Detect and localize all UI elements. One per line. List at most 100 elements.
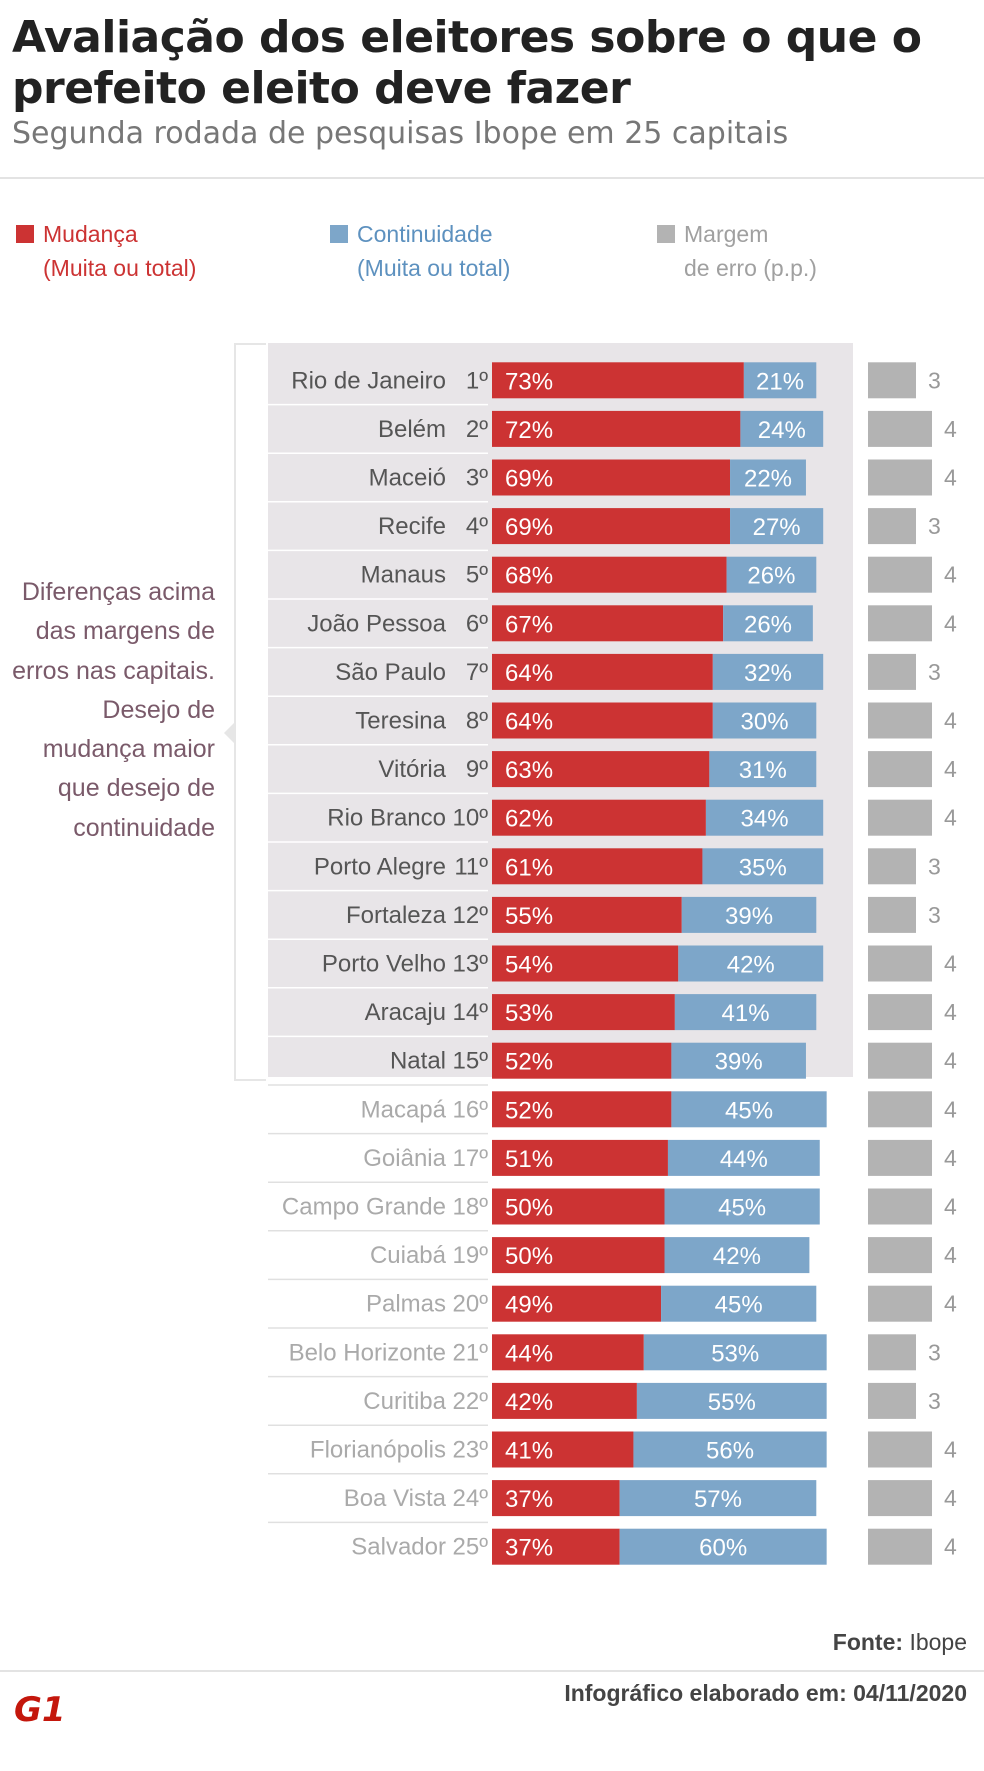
bar-continuidade [619,1480,817,1517]
bar-continuidade [678,945,824,982]
rank-label: 15º [453,1048,489,1075]
rank-label: 11º [454,853,488,880]
city-label: João Pessoa [307,610,446,637]
bar-mudanca [492,1237,665,1274]
bar-continuidade [661,1285,817,1322]
bar-margem [868,459,932,496]
rank-label: 4º [466,513,488,540]
bar-continuidade [671,1042,806,1079]
continuidade-value-label: 44% [720,1146,768,1173]
legend-continuidade-label: Continuidade [357,221,493,247]
city-label: Salvador [351,1534,446,1561]
bar-continuidade [636,1382,827,1419]
top-divider [0,177,984,179]
rank-label: 18º [453,1194,489,1221]
city-label: Boa Vista [344,1485,447,1512]
mudanca-value-label: 49% [505,1292,553,1319]
mudanca-value-label: 62% [505,806,553,833]
rank-label: 21º [453,1339,489,1366]
rank-label: 12º [453,902,489,929]
bar-margem [868,1139,932,1176]
city-label: Campo Grande [282,1194,446,1221]
margem-value-label: 3 [928,659,941,685]
margem-value-label: 4 [944,805,957,831]
mudanca-value-label: 37% [505,1486,553,1513]
continuidade-value-label: 26% [744,611,792,638]
continuidade-value-label: 56% [706,1438,754,1465]
rank-label: 24º [453,1485,489,1512]
mudanca-value-label: 61% [505,854,553,881]
city-label: Belém [378,416,446,443]
bar-margem [868,994,932,1031]
highlight-bracket [234,343,266,1081]
rank-label: 8º [466,708,488,735]
legend-continuidade-swatch [330,225,348,243]
city-label: Macapá [361,1096,447,1123]
bar-mudanca [492,1042,672,1079]
bar-margem [868,1091,932,1128]
legend-mudanca-label: Mudança [43,221,138,247]
mudanca-value-label: 53% [505,1000,553,1027]
margem-value-label: 3 [928,1388,941,1414]
mudanca-value-label: 44% [505,1340,553,1367]
rank-label: 5º [466,562,488,589]
city-label: Porto Velho [322,951,446,978]
mudanca-value-label: 64% [505,660,553,687]
margem-value-label: 4 [944,416,957,442]
continuidade-value-label: 22% [744,466,792,493]
mudanca-value-label: 63% [505,757,553,784]
continuidade-value-label: 26% [747,563,795,590]
bar-mudanca [492,945,679,982]
bar-mudanca [492,459,731,496]
source-label: Fonte: [832,1629,904,1655]
continuidade-value-label: 32% [744,660,792,687]
rank-label: 13º [453,951,489,978]
bar-mudanca [492,410,741,447]
bar-mudanca [492,799,706,836]
bar-mudanca [492,508,731,545]
bar-mudanca [492,994,675,1031]
bar-mudanca [492,1285,662,1322]
bar-margem [868,1188,932,1225]
bar-continuidade [643,1334,827,1371]
bar-continuidade [667,1139,820,1176]
rank-label: 14º [453,999,489,1026]
rank-label: 2º [466,416,488,443]
rank-label: 1º [466,367,488,394]
city-label: Natal [390,1048,446,1075]
bar-margem [868,751,932,788]
city-label: Teresina [355,708,446,735]
margem-value-label: 4 [944,1534,957,1560]
bar-continuidade [664,1237,810,1274]
city-label: Recife [378,513,446,540]
city-label: Palmas [366,1291,446,1318]
city-label: Florianópolis [310,1437,446,1464]
mudanca-value-label: 51% [505,1146,553,1173]
continuidade-value-label: 39% [725,903,773,930]
mudanca-value-label: 55% [505,903,553,930]
mudanca-value-label: 73% [505,368,553,395]
bar-mudanca [492,1334,644,1371]
bar-continuidade [633,1431,827,1468]
bar-continuidade [681,896,817,933]
bar-continuidade [712,653,824,690]
bar-margem [868,410,932,447]
continuidade-value-label: 42% [713,1243,761,1270]
rank-label: 6º [466,610,488,637]
continuidade-value-label: 21% [756,368,804,395]
bar-continuidade [664,1188,820,1225]
bottom-divider [0,1670,984,1672]
infographic-date: Infográfico elaborado em: 04/11/2020 [564,1680,967,1706]
bar-mudanca [492,556,727,593]
rank-label: 19º [453,1242,489,1269]
rank-label: 7º [466,659,488,686]
mudanca-value-label: 52% [505,1049,553,1076]
margem-value-label: 4 [944,951,957,977]
city-label: Cuiabá [370,1242,447,1269]
city-label: Porto Alegre [314,853,446,880]
margem-value-label: 4 [944,708,957,734]
bar-mudanca [492,896,682,933]
bar-margem [868,1042,932,1079]
bar-continuidade [674,994,817,1031]
bar-margem [868,1237,932,1274]
